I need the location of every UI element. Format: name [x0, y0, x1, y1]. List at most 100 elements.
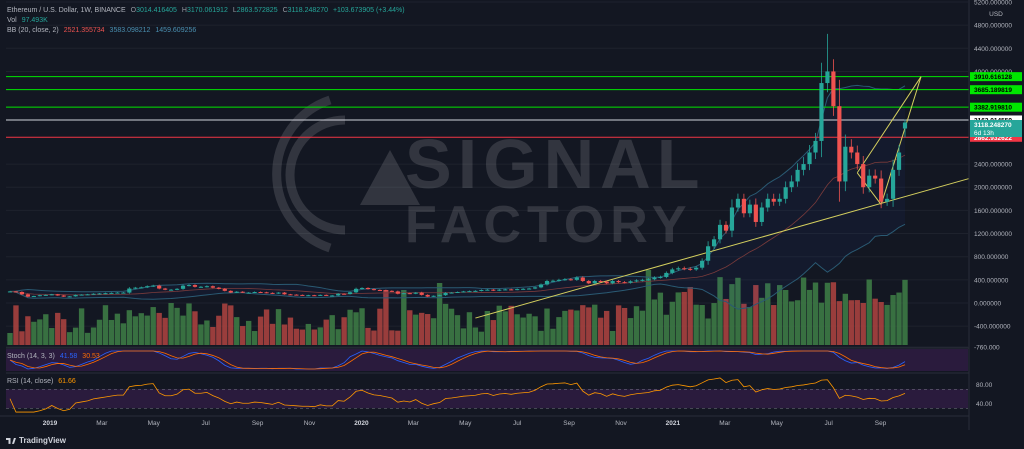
- horizontal-levels[interactable]: [6, 76, 969, 138]
- candle-body-138: [831, 71, 836, 107]
- candle-body-30: [186, 285, 192, 287]
- time-tick-label-10: Jul: [513, 420, 522, 427]
- candle-body-114: [688, 268, 693, 270]
- time-tick-label-11: Sep: [563, 420, 575, 427]
- volume-bar-85: [514, 314, 520, 345]
- candle-body-85: [515, 289, 520, 291]
- volume-bar-96: [580, 305, 586, 345]
- candle-body-110: [664, 272, 669, 277]
- candle-body-3: [25, 294, 30, 297]
- candle-body-127: [765, 198, 770, 208]
- volume-bar-123: [741, 303, 747, 345]
- volume-bar-2: [19, 331, 25, 345]
- volume-bar-74: [448, 308, 455, 345]
- volume-bar-46: [281, 324, 288, 345]
- time-axis[interactable]: 2019 Mar May Jul Sep Nov 2020 Mar May Jul Sep Nov 20…: [0, 415, 969, 427]
- bb-label: BB (20, close, 2): [7, 27, 59, 34]
- level-tag-label-2: 3382.919810: [974, 105, 1012, 112]
- time-tick-label-3: May: [148, 420, 161, 427]
- volume-bar-51: [311, 329, 317, 345]
- volume-bar-71: [430, 318, 437, 345]
- volume-bar-56: [341, 317, 347, 345]
- volume-bar-70: [424, 314, 431, 345]
- volume-bar-114: [687, 287, 693, 345]
- candle-body-140: [843, 146, 848, 182]
- candle-body-13: [85, 294, 90, 296]
- volume-bar-23: [144, 315, 150, 345]
- level-tag-bg-4: [970, 132, 1022, 142]
- volume-bar-86: [520, 317, 526, 345]
- volume-bar-44: [269, 323, 276, 345]
- candle-body-139: [837, 106, 842, 182]
- candle-body-150: [902, 122, 908, 129]
- candle-body-95: [574, 277, 579, 280]
- candle-body-103: [622, 282, 627, 284]
- volume-bar-136: [818, 302, 825, 345]
- rsi-value: 61.66: [58, 378, 76, 385]
- candle-body-35: [216, 287, 221, 289]
- candle-body-17: [109, 292, 114, 294]
- candle-body-41: [252, 292, 257, 294]
- rsi-tick-label-0: 80.00: [976, 382, 993, 389]
- candle-body-48: [294, 294, 299, 296]
- volume-bar-120: [723, 298, 729, 345]
- volume-bar-94: [568, 309, 574, 345]
- candle-body-0: [7, 291, 13, 293]
- volume-bar-59: [359, 308, 365, 345]
- tradingview-logo[interactable]: TradingView: [6, 436, 66, 445]
- candle-body-59: [359, 287, 365, 289]
- candle-body-74: [449, 292, 454, 294]
- volume-bar-134: [806, 289, 813, 345]
- volume-bar-119: [717, 277, 723, 345]
- volume-bar-128: [771, 305, 777, 345]
- rsi-label: RSI (14, close): [7, 378, 54, 385]
- candle-body-108: [652, 277, 657, 280]
- time-tick-label-4: Jul: [202, 420, 211, 427]
- volume-bar-90: [544, 308, 550, 345]
- volume-bar-82: [496, 305, 502, 345]
- price-tick-label-6: 1600.000000: [974, 208, 1012, 215]
- time-tick-label-6: Nov: [304, 420, 316, 427]
- candle-body-123: [741, 198, 746, 214]
- volume-bar-84: [508, 305, 514, 345]
- candle-body-76: [461, 291, 466, 293]
- volume-bar-61: [371, 330, 377, 345]
- candle-body-84: [509, 289, 514, 291]
- candle-body-58: [353, 288, 359, 293]
- volume-bar-137: [824, 282, 831, 345]
- candle-body-11: [73, 294, 78, 297]
- candle-body-21: [133, 287, 138, 289]
- candle-body-81: [491, 289, 496, 291]
- ohlc-change: +103.673905 (+3.44%): [332, 7, 405, 14]
- volume-bar-48: [293, 328, 300, 345]
- candle-body-86: [521, 288, 526, 290]
- volume-legend: Vol 97.493K: [7, 16, 51, 25]
- volume-bar-118: [711, 303, 717, 345]
- level-tag-bg-3: [970, 115, 1022, 125]
- volume-bar-55: [335, 329, 341, 345]
- price-axis[interactable]: USD5200.0000004800.0000004400.0000004000…: [968, 0, 1024, 449]
- volume-bar-20: [126, 310, 133, 345]
- time-tick-label-2: Mar: [96, 420, 108, 427]
- candle-body-22: [139, 287, 144, 289]
- price-tick-label-12: -760.000: [974, 345, 1000, 352]
- volume-bar-121: [729, 284, 735, 345]
- time-tick-label-14: Mar: [719, 420, 731, 427]
- volume-bars: [7, 270, 908, 345]
- volume-bar-21: [132, 316, 138, 345]
- stoch-k-value: 41.58: [59, 353, 78, 360]
- candle-body-6: [43, 294, 48, 296]
- candle-body-60: [365, 287, 371, 290]
- volume-bar-18: [114, 313, 121, 345]
- volume-bar-106: [639, 310, 646, 345]
- volume-bar-45: [275, 309, 282, 345]
- candle-body-117: [706, 246, 711, 261]
- volume-bar-102: [615, 305, 622, 345]
- candle-body-131: [789, 181, 794, 188]
- candle-body-62: [377, 289, 383, 291]
- candle-body-83: [503, 289, 508, 291]
- volume-bar-54: [329, 315, 335, 345]
- volume-bar-97: [586, 307, 592, 345]
- volume-bar-31: [192, 311, 198, 345]
